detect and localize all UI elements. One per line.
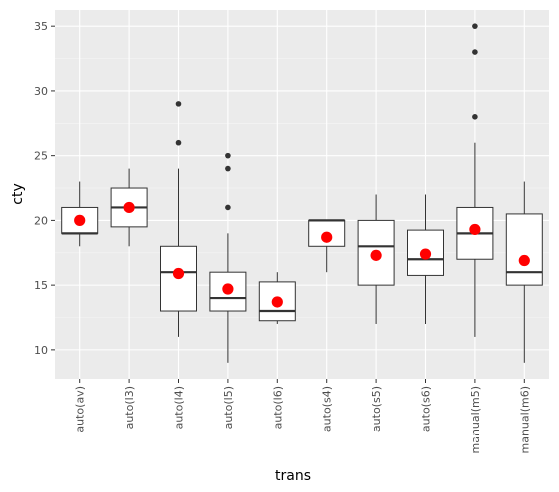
- outlier-point: [472, 23, 478, 29]
- watermark-text: 知乎 @python: [375, 428, 477, 446]
- outlier-point: [225, 204, 231, 211]
- box: [209, 271, 247, 312]
- x-tick-label: auto(l3): [123, 386, 136, 429]
- y-axis-title: cty: [10, 183, 26, 204]
- mean-point: [419, 248, 432, 260]
- mean-point: [321, 231, 333, 243]
- mean-point: [469, 223, 481, 236]
- y-tick-label: 25: [34, 150, 48, 163]
- box-group: [110, 168, 148, 247]
- x-tick-label: auto(s5): [370, 386, 383, 432]
- x-axis-title: trans: [275, 468, 311, 484]
- boxes-layer: [61, 23, 543, 363]
- outlier-point: [472, 114, 478, 120]
- mean-point: [518, 254, 530, 267]
- box-group: [456, 23, 494, 337]
- x-tick-label: auto(av): [74, 386, 87, 433]
- box-group: [505, 181, 543, 363]
- box-group: [209, 152, 247, 363]
- mean-point: [370, 249, 382, 261]
- mean-point: [74, 214, 86, 226]
- watermark-url: https://blog.csdn.net/...: [316, 467, 479, 483]
- box-group: [258, 272, 296, 324]
- x-tick-label: auto(s6): [420, 386, 433, 432]
- mean-point: [222, 283, 234, 295]
- x-tick-label: auto(l6): [271, 386, 284, 429]
- box: [505, 213, 543, 286]
- y-tick-label: 20: [34, 214, 48, 227]
- x-tick-label: manual(m6): [518, 386, 531, 454]
- y-tick-label: 35: [34, 20, 48, 33]
- box-group: [308, 219, 346, 273]
- y-tick-label: 30: [34, 85, 48, 98]
- box-group: [357, 194, 395, 324]
- x-tick-label: auto(l5): [222, 386, 235, 429]
- mean-point: [172, 267, 185, 280]
- x-tick-label: auto(l4): [173, 386, 186, 429]
- box-group: [407, 194, 444, 324]
- mean-point: [123, 201, 135, 214]
- y-tick-label: 15: [34, 279, 48, 292]
- box-group: [61, 181, 99, 247]
- y-tick-label: 10: [34, 344, 48, 357]
- outlier-point: [175, 139, 182, 146]
- x-tick-label: auto(s4): [321, 386, 334, 432]
- y-axis-ticks: 10 15 20 25 30 35: [34, 20, 55, 357]
- outlier-point: [175, 101, 182, 107]
- box-group: [160, 101, 197, 337]
- mean-point: [271, 296, 283, 308]
- outlier-point: [472, 49, 478, 55]
- x-tick-label: manual(m5): [469, 386, 482, 454]
- x-axis-ticks: auto(av) auto(l3) auto(l4) auto(l5) auto(l6)…: [74, 379, 531, 454]
- outlier-point: [225, 165, 231, 172]
- outlier-point: [225, 152, 231, 159]
